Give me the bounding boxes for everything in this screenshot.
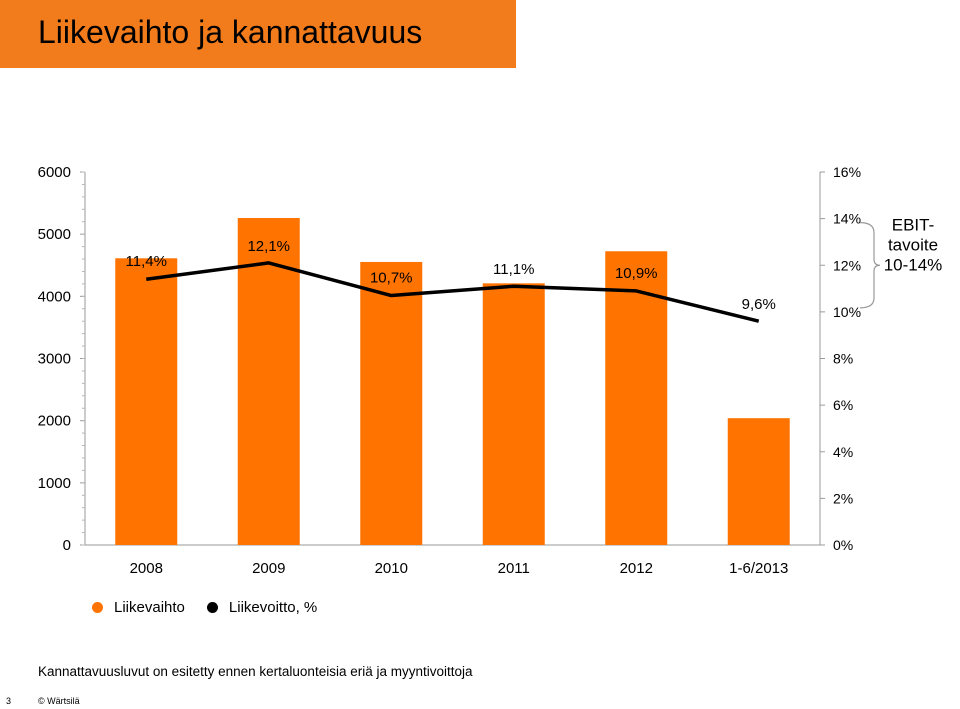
data-labels: 11,4% 12,1% 10,7% 11,1% 10,9% 9,6% (126, 238, 776, 313)
bar (482, 283, 545, 545)
left-tick-label: 2000 (38, 413, 71, 430)
right-tick-label: 0% (833, 537, 853, 553)
category-label: 1-6/2013 (729, 560, 788, 577)
footnote: Kannattavuusluvut on esitetty ennen kert… (38, 664, 473, 679)
category-label: 2008 (130, 560, 163, 577)
line-data-label: 11,1% (493, 261, 534, 278)
right-tick-label: 10% (833, 304, 861, 320)
line-data-label: 9,6% (742, 296, 776, 313)
bar (237, 218, 300, 545)
legend-item-profit: Liikevoitto, % (206, 599, 318, 616)
right-tick-label: 2% (833, 490, 853, 506)
chart-axes: 0 1000 2000 3000 4000 5000 6000 0% 2% 4% 6% 8% 10% 12… (38, 164, 861, 577)
category-label: 2010 (375, 560, 408, 577)
left-tick-label: 1000 (38, 475, 71, 492)
category-label: 2011 (498, 560, 530, 577)
right-tick-label: 16% (833, 164, 861, 180)
slide-title: Liikevaihto ja kannattavuus (38, 14, 423, 50)
bar (727, 418, 790, 545)
target-label-line: EBIT- (892, 216, 935, 235)
combo-chart: 0 1000 2000 3000 4000 5000 6000 0% 2% 4% 6% 8% 10% 12… (38, 164, 943, 577)
legend-label-profit: Liikevoitto, % (228, 599, 318, 616)
bar (605, 251, 668, 545)
page-number: 3 (6, 696, 12, 706)
title-bar: Liikevaihto ja kannattavuus (0, 0, 516, 68)
left-tick-label: 0 (63, 537, 71, 554)
right-tick-label: 4% (833, 444, 853, 460)
line-data-label: 10,9% (615, 265, 658, 282)
left-tick-label: 4000 (38, 288, 71, 305)
legend-swatch-revenue (92, 602, 103, 613)
bar (115, 258, 178, 545)
line-data-label: 11,4% (126, 253, 167, 270)
target-bracket (859, 222, 881, 309)
left-tick-label: 5000 (38, 226, 71, 243)
right-tick-label: 14% (833, 211, 861, 227)
legend-label-revenue: Liikevaihto (114, 599, 185, 616)
chart-legend: Liikevaihto Liikevoitto, % (92, 599, 339, 616)
line-data-label: 10,7% (370, 270, 413, 287)
category-label: 2012 (620, 560, 653, 577)
category-label: 2009 (252, 560, 285, 577)
line-series (146, 261, 760, 323)
profit-line (146, 261, 760, 323)
right-tick-label: 12% (833, 257, 861, 273)
copyright: © Wärtsilä (38, 696, 80, 706)
target-label-line: tavoite (888, 236, 938, 255)
right-tick-label: 8% (833, 351, 853, 367)
target-label-line: 10-14% (884, 256, 943, 275)
right-tick-label: 6% (833, 397, 853, 413)
left-tick-label: 6000 (38, 164, 71, 181)
line-data-label: 12,1% (247, 238, 290, 255)
legend-item-revenue: Liikevaihto (92, 599, 185, 616)
legend-swatch-profit (206, 602, 218, 613)
left-tick-label: 3000 (38, 351, 71, 368)
bar (360, 261, 423, 545)
bar-series (115, 218, 790, 545)
